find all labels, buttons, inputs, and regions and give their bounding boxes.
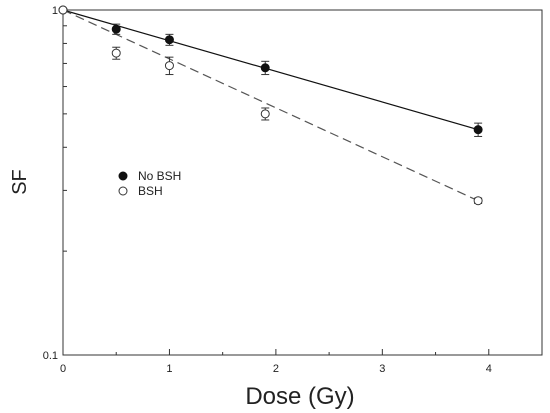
- axis-ticks: 0 1 2 3 4 0.1 1: [43, 5, 492, 375]
- data-point-series-0: [164, 35, 174, 45]
- legend: No BSH BSH: [118, 169, 181, 198]
- fit-line-series-0: [62, 9, 479, 131]
- legend-marker-bsh: [118, 186, 128, 196]
- data-point-series-1: [260, 109, 270, 119]
- fit-lines: [62, 9, 479, 202]
- x-axis-title: Dose (Gy): [245, 383, 354, 410]
- fit-line-series-1: [62, 9, 479, 202]
- data-points: [58, 5, 483, 206]
- x-tick-label-2: 2: [273, 363, 279, 375]
- x-tick-label-4: 4: [486, 363, 492, 375]
- data-point-series-0: [260, 63, 270, 73]
- data-point-series-1: [58, 5, 68, 15]
- legend-label-bsh: BSH: [138, 184, 163, 198]
- data-point-series-1: [473, 196, 483, 206]
- data-point-series-0: [473, 125, 483, 135]
- legend-label-no-bsh: No BSH: [138, 169, 181, 183]
- data-point-series-1: [164, 61, 174, 71]
- x-tick-label-3: 3: [379, 363, 385, 375]
- y-tick-label-0.1: 0.1: [43, 350, 58, 362]
- y-tick-label-1: 1: [52, 5, 58, 17]
- y-axis-title: SF: [9, 169, 31, 195]
- x-tick-label-1: 1: [166, 363, 172, 375]
- legend-marker-no-bsh: [118, 171, 128, 181]
- plot-frame: [62, 9, 543, 356]
- data-point-series-1: [111, 48, 121, 58]
- data-point-series-0: [111, 24, 121, 34]
- x-tick-label-0: 0: [60, 363, 66, 375]
